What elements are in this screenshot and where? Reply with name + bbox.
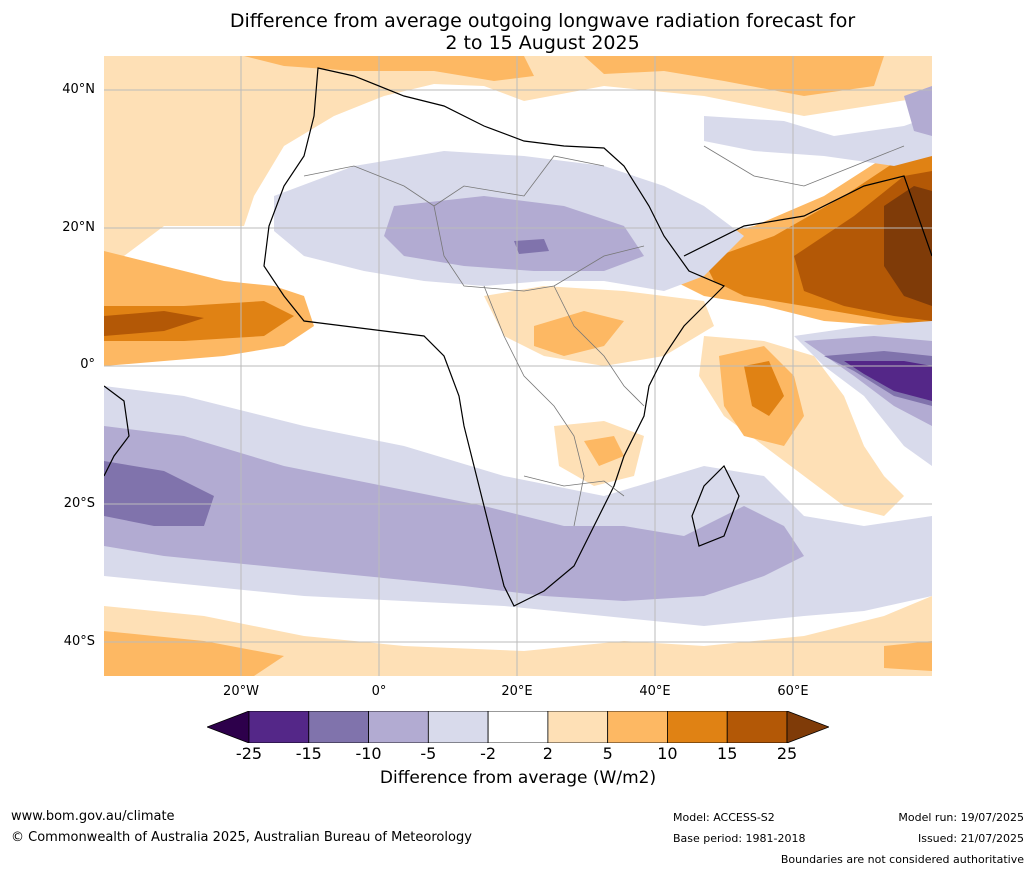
lon-label-0: 0° <box>371 684 387 699</box>
colorbar-label: Difference from average (W/m2) <box>379 768 657 788</box>
footer-model: Model: ACCESS-S2 <box>673 811 775 824</box>
coastlines <box>104 67 932 607</box>
colorbar-swatch <box>427 711 489 743</box>
negative-anomaly-south <box>104 386 932 626</box>
map-canvas <box>104 56 932 676</box>
lon-label-60e: 60°E <box>777 684 809 699</box>
map-title: Difference from average outgoing longwav… <box>0 10 1035 54</box>
anomaly-map <box>104 56 932 676</box>
colorbar-tick-label: -25 <box>235 744 263 763</box>
positive-anomaly-north <box>104 56 932 266</box>
lon-label-20w: 20°W <box>223 684 259 699</box>
lat-label-40s: 40°S <box>63 634 95 649</box>
colorbar-swatch <box>607 711 668 743</box>
colorbar-tick-label: 25 <box>776 744 798 763</box>
colorbar-tick-label: -15 <box>295 744 322 763</box>
colorbar-swatch <box>308 711 369 743</box>
colorbar-tick-label: 2 <box>542 744 553 763</box>
colorbar-extend-high <box>786 711 829 743</box>
positive-anomaly-indian-ocean <box>699 336 904 516</box>
colorbar-swatch <box>667 711 728 743</box>
lon-label-40e: 40°E <box>639 684 671 699</box>
positive-anomaly-central-africa <box>484 286 714 486</box>
lon-label-20e: 20°E <box>501 684 533 699</box>
footer-issued: Issued: 21/07/2025 <box>917 832 1024 845</box>
footer-disclaimer: Boundaries are not considered authoritat… <box>780 853 1024 866</box>
colorbar-swatch <box>248 711 310 743</box>
positive-anomaly-atlantic <box>104 251 314 366</box>
colorbar-tick-label: 10 <box>657 744 678 763</box>
colorbar-tick-label: 5 <box>602 744 613 763</box>
footer-copyright: © Commonwealth of Australia 2025, Austra… <box>11 830 472 845</box>
colorbar-extend-low <box>207 711 250 743</box>
colorbar-tick-label: -5 <box>420 744 437 763</box>
colorbar-tick-label: 15 <box>717 744 738 763</box>
footer-website: www.bom.gov.au/climate <box>11 809 175 824</box>
negative-anomaly-equatorial-indian <box>794 321 932 466</box>
positive-anomaly-arabian-sea <box>664 136 932 331</box>
colorbar-tick-label: -10 <box>355 744 382 763</box>
lat-label-40n: 40°N <box>62 82 95 97</box>
colorbar-swatch <box>547 711 609 743</box>
footer-model-run: Model run: 19/07/2025 <box>898 811 1024 824</box>
lat-label-20n: 20°N <box>62 220 95 235</box>
lat-label-equator: 0° <box>80 357 95 372</box>
negative-anomaly-sahara <box>274 86 932 291</box>
title-line-1: Difference from average outgoing longwav… <box>229 10 856 32</box>
footer-base-period: Base period: 1981-2018 <box>673 832 806 845</box>
graticule <box>104 56 932 676</box>
colorbar-tick-label: -2 <box>480 744 497 763</box>
colorbar <box>207 711 829 743</box>
title-line-2: 2 to 15 August 2025 <box>445 32 640 54</box>
colorbar-swatch <box>726 711 788 743</box>
colorbar-swatch <box>368 711 429 743</box>
country-borders <box>303 145 905 527</box>
colorbar-swatch <box>487 711 549 743</box>
lat-label-20s: 20°S <box>63 496 95 511</box>
